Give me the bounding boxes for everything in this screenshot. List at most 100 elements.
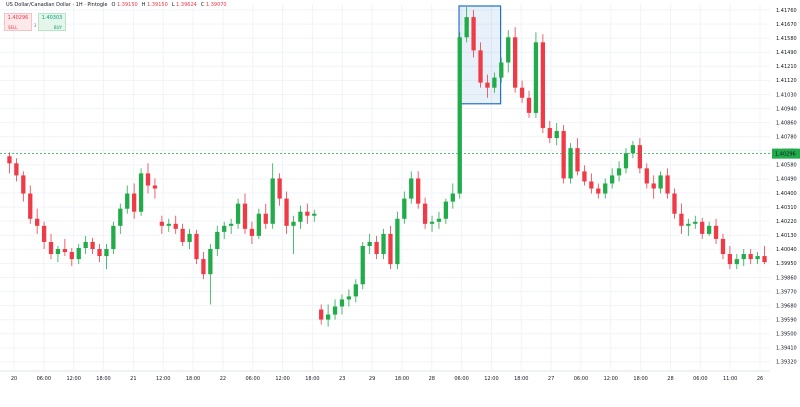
candle-body	[208, 249, 213, 275]
price-axis[interactable]: 1.41760 1.41670 1.41580 1.41490 1.41210 1.411…	[770, 0, 800, 407]
candle-body	[416, 178, 421, 204]
x-tick-label: 18:00	[514, 376, 528, 382]
x-tick-label: 21	[130, 376, 136, 382]
candle-body	[637, 145, 642, 169]
candle	[533, 32, 539, 118]
y-tick-label: 1.41120	[776, 78, 797, 84]
symbol-title: US Dollar/Canadian Dollar · 1H · Pintogl…	[6, 2, 108, 8]
y-tick-label: 1.40580	[776, 163, 797, 169]
candle-body	[519, 87, 525, 98]
candle	[104, 243, 109, 270]
candle	[402, 191, 407, 224]
candle	[422, 197, 428, 229]
candle-body	[194, 233, 199, 260]
y-tick-label: 1.40130	[776, 233, 797, 239]
candle-body	[513, 37, 518, 88]
candle	[644, 163, 649, 189]
candle-body	[360, 245, 365, 285]
candle-body	[21, 175, 26, 194]
candle	[367, 233, 372, 255]
buy-button[interactable]: 1.40303 BUY	[38, 13, 66, 31]
candle-body	[402, 198, 407, 219]
candle	[263, 203, 268, 229]
candle	[215, 225, 220, 257]
candle	[637, 138, 642, 174]
candle	[416, 171, 421, 209]
candle-body	[118, 208, 123, 226]
candle-body	[616, 168, 622, 176]
x-tick-label: 12:00	[156, 376, 170, 382]
candle-body	[138, 173, 144, 212]
candle-body	[686, 223, 691, 226]
candle	[720, 233, 726, 260]
candle-body	[741, 254, 746, 260]
candle	[582, 165, 587, 186]
candle-body	[270, 178, 275, 224]
x-tick-label: 06:00	[574, 376, 588, 382]
time-axis[interactable]: 20 06:00 12:00 18:00 21 12:00 18:00 22 06:00 12:0…	[0, 370, 800, 407]
candle	[492, 72, 497, 93]
candle	[388, 225, 393, 270]
candle	[381, 228, 386, 260]
x-tick-label: 28	[429, 376, 435, 382]
x-tick-label: 20	[11, 376, 17, 382]
candle	[305, 203, 310, 224]
candle	[118, 203, 123, 234]
candle	[270, 163, 275, 229]
candle	[713, 218, 719, 244]
x-tick-label: 06:00	[37, 376, 51, 382]
candle	[623, 148, 629, 174]
high-label: H	[141, 2, 146, 8]
candle-body	[14, 163, 19, 176]
y-tick-label: 1.40400	[776, 191, 797, 197]
candle-body	[249, 228, 255, 236]
candle	[464, 7, 469, 43]
candle-body	[672, 193, 677, 214]
sell-button[interactable]: 1.40296 SELL	[4, 13, 32, 31]
candle	[450, 183, 455, 209]
candle-body	[312, 213, 317, 216]
candle	[589, 173, 594, 194]
candle-body	[485, 82, 490, 88]
candle	[409, 171, 414, 204]
candle	[658, 171, 663, 194]
candle-body	[526, 97, 532, 113]
x-tick-label: 18:00	[633, 376, 647, 382]
candle	[374, 235, 379, 260]
candle-body	[235, 203, 241, 224]
candle-body	[547, 128, 552, 139]
candle-body	[596, 188, 601, 194]
candle	[700, 217, 705, 239]
candle	[298, 205, 303, 229]
x-tick-label: 18:00	[395, 376, 409, 382]
candle-body	[62, 249, 68, 253]
candle	[485, 74, 490, 98]
candle-body	[700, 221, 705, 234]
candle-body	[630, 145, 636, 154]
candle-body	[35, 218, 40, 226]
candle-body	[561, 131, 566, 179]
candle-body	[353, 284, 358, 297]
candle	[132, 183, 137, 219]
candle-body	[603, 183, 608, 194]
candle-body	[201, 259, 206, 275]
candle	[201, 252, 206, 280]
candle-body	[69, 252, 74, 260]
y-tick-label: 1.39500	[776, 332, 797, 338]
y-tick-label: 1.39950	[776, 261, 797, 267]
x-tick-label: 06:00	[454, 376, 468, 382]
candle	[242, 193, 248, 234]
candle	[706, 221, 712, 236]
candle-body	[367, 241, 372, 246]
candle	[194, 229, 199, 265]
y-tick-label: 1.39590	[776, 317, 797, 323]
candle	[616, 161, 622, 182]
candle	[554, 122, 559, 146]
low-value: 1.39624	[176, 2, 197, 8]
low-label: L	[171, 2, 175, 8]
candle-body	[395, 218, 400, 265]
candle	[686, 218, 691, 236]
candle	[353, 279, 358, 303]
candle-body	[228, 223, 234, 226]
